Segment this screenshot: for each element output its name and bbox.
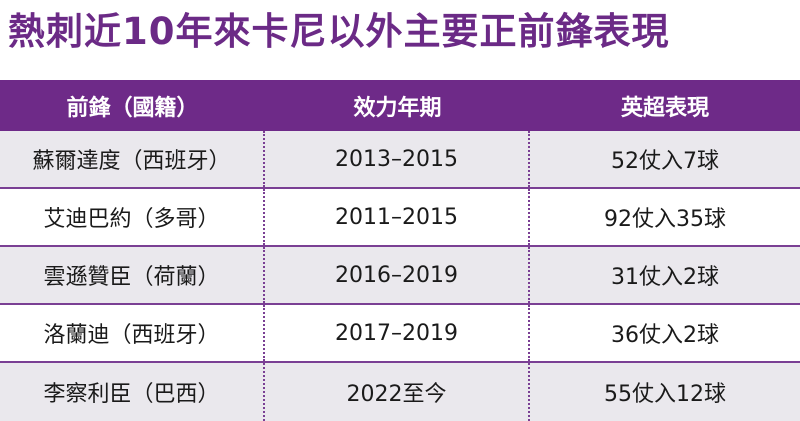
table-row: 艾迪巴約（多哥） 2011–2015 92仗入35球 <box>0 189 800 247</box>
epl-record: 52仗入7球 <box>611 149 719 174</box>
striker-name: 洛蘭迪（西班牙） <box>0 305 265 361</box>
years-served: 2022至今 <box>265 363 530 421</box>
striker-name: 李察利臣（巴西） <box>0 363 265 421</box>
striker-name: 蘇爾達度（西班牙） <box>0 131 265 187</box>
table-body: 蘇爾達度（西班牙） 2013–2015 52仗入7球 艾迪巴約（多哥） 2011… <box>0 131 800 421</box>
header-epl-record: 英超表現 <box>620 95 709 121</box>
table-row: 李察利臣（巴西） 2022至今 55仗入12球 <box>0 363 800 421</box>
striker-name: 雲遜贊臣（荷蘭） <box>0 247 265 303</box>
epl-record: 92仗入35球 <box>604 207 726 232</box>
years-served: 2011–2015 <box>265 189 530 245</box>
page-title: 熱刺近10年來卡尼以外主要正前鋒表現 <box>8 10 670 53</box>
table-row: 洛蘭迪（西班牙） 2017–2019 36仗入2球 <box>0 305 800 363</box>
epl-record: 31仗入2球 <box>611 265 719 290</box>
epl-record: 55仗入12球 <box>604 382 726 407</box>
striker-name: 艾迪巴約（多哥） <box>0 189 265 245</box>
table-row: 蘇爾達度（西班牙） 2013–2015 52仗入7球 <box>0 131 800 189</box>
table-row: 雲遜贊臣（荷蘭） 2016–2019 31仗入2球 <box>0 247 800 305</box>
years-served: 2017–2019 <box>265 305 530 361</box>
epl-record: 36仗入2球 <box>611 323 719 348</box>
header-striker: 前鋒（國籍） <box>66 95 199 121</box>
striker-stats-table: 前鋒（國籍） 效力年期 英超表現 蘇爾達度（西班牙） 2013–2015 52仗… <box>0 80 800 421</box>
years-served: 2016–2019 <box>265 247 530 303</box>
years-served: 2013–2015 <box>265 131 530 187</box>
table-header: 前鋒（國籍） 效力年期 英超表現 <box>0 80 800 131</box>
header-years: 效力年期 <box>353 95 442 121</box>
